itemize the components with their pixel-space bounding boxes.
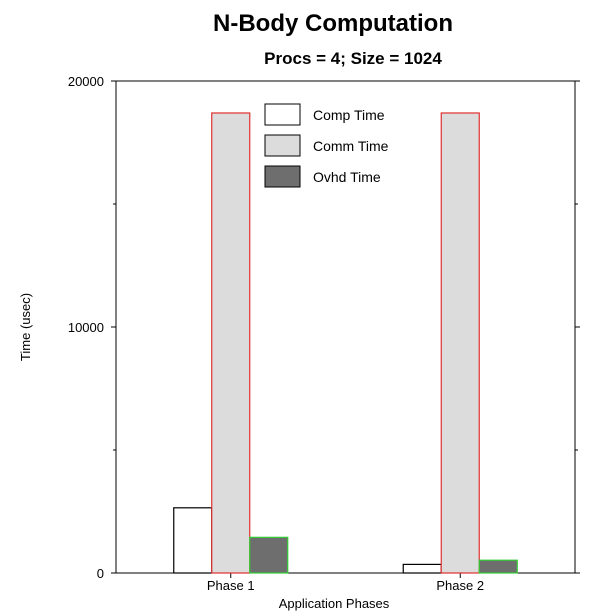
legend-label-ovhd-time: Ovhd Time [313, 169, 381, 185]
chart-title: N-Body Computation [213, 10, 453, 37]
x-tick-labels: Phase 1 Phase 2 [207, 578, 484, 593]
legend: Comp Time Comm Time Ovhd Time [264, 103, 389, 188]
bar-comp-time-phase-2 [402, 563, 442, 574]
legend-swatch-comm-time [264, 134, 301, 157]
bar-comp-time-phase-1 [173, 507, 213, 574]
legend-label-comp-time: Comp Time [313, 107, 385, 123]
y-tick-label: 10000 [68, 320, 104, 335]
x-tick-label: Phase 2 [436, 578, 484, 593]
bar-comm-time-phase-1 [211, 112, 251, 574]
legend-swatch-comp-time [264, 103, 301, 126]
legend-label-comm-time: Comm Time [313, 138, 389, 154]
plot-frame [115, 80, 576, 574]
x-axis-label: Application Phases [279, 596, 390, 611]
bar-ovhd-time-phase-1 [249, 536, 289, 574]
y-axis-label: Time (usec) [18, 293, 33, 361]
bars [173, 112, 518, 574]
axis-ticks [111, 80, 580, 578]
y-tick-labels: 0 10000 20000 [68, 74, 104, 581]
legend-swatch-ovhd-time [264, 165, 301, 188]
bar-ovhd-time-phase-2 [478, 559, 518, 574]
x-tick-label: Phase 1 [207, 578, 255, 593]
bar-comm-time-phase-2 [440, 112, 480, 574]
y-tick-label: 0 [97, 566, 104, 581]
chart-subtitle: Procs = 4; Size = 1024 [264, 49, 442, 68]
y-tick-label: 20000 [68, 74, 104, 89]
